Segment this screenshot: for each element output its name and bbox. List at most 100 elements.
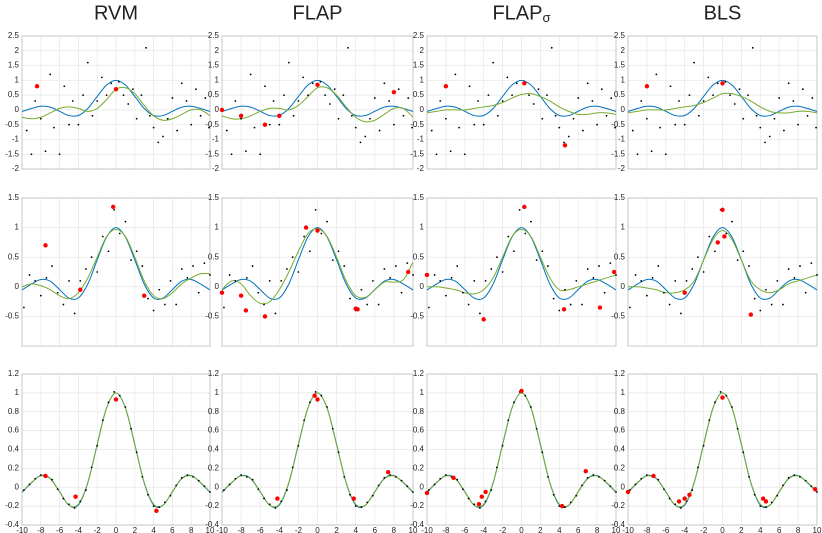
selected-point [561,307,567,312]
data-point [22,306,25,309]
data-point [85,489,87,491]
data-point [388,100,391,102]
data-point [274,312,277,315]
y-tick-label: 0.5 [8,252,20,261]
data-point [708,235,711,238]
data-point [515,82,518,85]
data-point [770,501,773,504]
selected-point [763,499,769,504]
data-point [691,268,694,270]
data-point [135,250,138,253]
data-point [148,114,151,117]
x-tick-label: 8 [796,526,801,533]
selected-point [219,107,225,113]
x-tick-label: -2 [499,526,507,533]
selected-point [651,473,656,479]
data-point [546,94,548,97]
x-tick-label: 6 [576,526,581,533]
x-tick-label: 8 [392,526,397,533]
data-point [765,506,767,508]
data-point [157,141,160,144]
selected-point [312,393,317,398]
selected-point [476,502,482,507]
axes-frame [627,197,818,347]
data-point [473,123,476,126]
y-tick-label: 2 [621,46,626,55]
data-point [86,61,89,64]
data-point [776,494,779,497]
data-point [668,303,671,306]
data-point [530,406,532,408]
y-tick-label: 0 [621,482,626,491]
data-point [377,484,380,487]
data-point [85,268,87,270]
y-tick-label: 1 [215,388,220,397]
y-tick-label: -0.5 [611,120,625,129]
data-point [747,94,749,97]
data-point [702,444,705,447]
data-point [456,265,459,267]
data-point [610,97,613,99]
data-point [685,279,688,282]
data-point [657,478,660,481]
selected-point [34,84,40,89]
data-point [572,117,575,120]
x-tick-label: -2 [295,526,303,533]
axes-frame [426,373,617,526]
data-point [528,94,530,97]
selected-point [597,305,603,310]
data-point [603,479,606,482]
data-point [400,479,403,482]
data-point [124,406,127,408]
x-tick-label: -4 [681,526,689,533]
y-tick-label: 0.5 [614,252,626,261]
data-point [799,475,801,478]
data-point [371,494,374,497]
data-point [535,259,538,262]
data-point [91,114,94,117]
data-point [614,126,616,129]
y-tick-label: 0.6 [8,426,20,435]
data-point [350,114,353,117]
data-point [406,262,409,265]
data-point [810,262,813,265]
data-point [433,274,436,276]
data-point [725,232,728,235]
data-point [268,123,271,126]
data-point [186,277,189,279]
data-point [564,506,566,508]
true-curve [222,79,413,117]
data-point [34,279,37,282]
data-point [259,153,262,156]
data-point [132,88,134,91]
x-tick-label: -8 [238,526,246,533]
x-tick-label: 10 [813,526,822,533]
data-point [668,497,671,500]
data-point [68,123,70,126]
true-curve [427,79,616,117]
y-tick-label: -1.5 [5,149,19,158]
y-tick-label: 0.5 [614,90,626,99]
data-point [175,484,178,487]
selected-point [142,293,147,298]
data-point [393,123,395,126]
data-point [702,100,705,102]
data-point [439,477,442,480]
selected-point [722,234,727,239]
y-tick-label: 1 [15,388,20,397]
data-point [228,274,231,276]
panel: -0.5 0 0.5 1 1.5 [611,193,818,347]
data-point [674,279,677,282]
data-point [501,271,504,273]
fit-curve [628,230,817,294]
data-point [541,250,544,253]
data-point [507,419,510,422]
data-point [135,117,138,120]
data-point [349,493,351,496]
selected-point [443,84,449,89]
axes-frame [21,373,211,526]
axes-frame [221,35,414,170]
data-point [482,123,485,126]
selected-point [385,469,391,475]
y-tick-label: -0.4 [5,520,19,529]
